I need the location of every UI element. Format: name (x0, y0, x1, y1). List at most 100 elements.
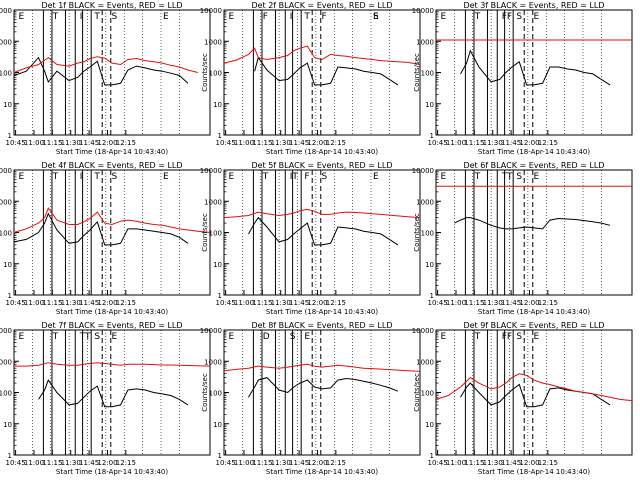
flag-label: F (263, 12, 268, 22)
y-axis-label: Counts/sec (413, 373, 421, 412)
y-tick-label: 10 (425, 101, 434, 109)
x-tick-label: 11:30 (61, 139, 81, 147)
y-tick-label: 100 (421, 230, 434, 238)
x-tick-label: 11:30 (271, 459, 291, 467)
x-tick-label: 11:00 (446, 139, 466, 147)
flag-label: T (93, 12, 100, 22)
y-tick-label: 1 (430, 452, 434, 460)
y-tick-label: 10000 (412, 7, 434, 15)
x-tick-label: 11:30 (483, 459, 503, 467)
chart-title: Det 3f BLACK = Events, RED = LLD (463, 1, 604, 10)
y-axis-label: Counts/sec (413, 213, 421, 252)
flag-label: T (52, 12, 59, 22)
x-tick-label: 11:00 (24, 139, 44, 147)
x-tick-label: 11:15 (464, 299, 484, 307)
y-tick-label: 1000 (204, 198, 222, 206)
x-tick-label: 11:30 (61, 299, 81, 307)
flag-label: S (516, 12, 522, 22)
flag-label: F (304, 172, 309, 182)
flag-label: E (163, 172, 169, 182)
flag-label: S (112, 172, 118, 182)
chart-title: Det 2f BLACK = Events, RED = LLD (251, 1, 392, 10)
x-axis-label: Start Time (18-Apr-14 10:43:40) (478, 148, 590, 156)
y-tick-label: 1 (8, 452, 12, 460)
x-tick-label: 11:30 (271, 139, 291, 147)
x-tick-label: 12:15 (538, 299, 558, 307)
series-line (38, 379, 189, 408)
x-tick-label: 12:15 (326, 139, 346, 147)
series-line (14, 362, 211, 367)
x-tick-label: 11:00 (24, 299, 44, 307)
x-tick-label: 11:15 (464, 139, 484, 147)
y-tick-label: 100 (0, 390, 12, 398)
x-tick-label: 10:45 (5, 139, 25, 147)
x-tick-label: 12:15 (538, 459, 558, 467)
flag-label: E (440, 12, 446, 22)
x-axis-label: Start Time (18-Apr-14 10:43:40) (478, 468, 590, 476)
y-tick-label: 100 (421, 390, 434, 398)
x-tick-label: 11:30 (61, 459, 81, 467)
y-tick-label: 1 (8, 292, 12, 300)
flag-label: S (516, 172, 522, 182)
series-line (435, 373, 633, 402)
flag-label: E (228, 172, 234, 182)
chart-title: Det 6f BLACK = Events, RED = LLD (463, 161, 604, 170)
x-tick-label: 11:00 (234, 459, 254, 467)
x-tick-label: 12:00 (97, 139, 117, 147)
chart-title: Det 8f BLACK = Events, RED = LLD (251, 321, 392, 330)
flag-label: T (474, 172, 481, 182)
x-tick-label: 10:45 (427, 299, 447, 307)
x-tick-label: 11:45 (79, 139, 99, 147)
flag-label: E (440, 332, 446, 342)
y-tick-label: 10000 (412, 327, 434, 335)
y-tick-label: 10000 (412, 167, 434, 175)
x-tick-label: 12:15 (326, 459, 346, 467)
y-tick-label: 1 (430, 132, 434, 140)
y-tick-label: 1000 (204, 358, 222, 366)
x-tick-label: 12:00 (307, 459, 327, 467)
flag-label: E (18, 172, 24, 182)
flag-label: I (80, 12, 83, 22)
y-tick-label: 10000 (200, 167, 222, 175)
x-tick-label: 11:45 (79, 459, 99, 467)
x-tick-label: 12:15 (116, 299, 136, 307)
flag-label: E (18, 332, 24, 342)
flag-label: D (263, 332, 270, 342)
y-tick-label: 10 (425, 261, 434, 269)
chart-title: Det 5f BLACK = Events, RED = LLD (251, 161, 392, 170)
y-tick-label: 100 (0, 230, 12, 238)
flag-label: TT (501, 172, 513, 182)
x-tick-label: 10:45 (427, 459, 447, 467)
flag-label: T (303, 12, 310, 22)
y-tick-label: 10 (3, 421, 12, 429)
x-tick-label: 12:00 (307, 139, 327, 147)
y-axis-label: Counts/sec (413, 53, 421, 92)
flag-label: S (373, 12, 379, 22)
y-tick-label: 1 (430, 292, 434, 300)
y-tick-label: 100 (209, 70, 222, 78)
x-tick-label: 12:15 (116, 459, 136, 467)
x-tick-label: 11:00 (446, 459, 466, 467)
x-tick-label: 12:15 (326, 299, 346, 307)
series-line (13, 212, 189, 246)
flag-label: E (228, 12, 234, 22)
y-tick-label: 10 (213, 261, 222, 269)
x-tick-label: 10:45 (215, 139, 235, 147)
x-tick-label: 11:30 (483, 139, 503, 147)
x-tick-label: 11:00 (234, 299, 254, 307)
flag-label: I (290, 12, 293, 22)
x-tick-label: 12:00 (519, 459, 539, 467)
flag-label: FF (502, 332, 512, 342)
series-line (223, 363, 421, 372)
x-tick-label: 11:00 (446, 299, 466, 307)
x-axis-label: Start Time (18-Apr-14 10:43:40) (56, 148, 168, 156)
x-tick-label: 11:15 (42, 459, 62, 467)
x-tick-label: 11:15 (464, 459, 484, 467)
flag-label: S (112, 12, 118, 22)
y-tick-label: 10 (425, 421, 434, 429)
flag-label: E (373, 172, 379, 182)
y-tick-label: 10000 (200, 327, 222, 335)
flag-label: T (52, 332, 59, 342)
